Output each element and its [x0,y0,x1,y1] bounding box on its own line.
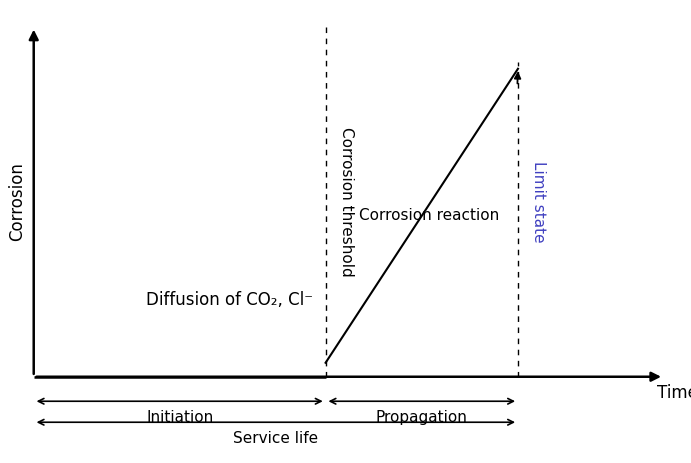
Text: Initiation: Initiation [146,410,214,425]
Text: Service life: Service life [234,431,319,446]
Text: Limit state: Limit state [531,161,547,243]
Text: Corrosion: Corrosion [8,163,26,241]
Text: Corrosion reaction: Corrosion reaction [359,208,499,223]
Text: Diffusion of CO₂, Cl⁻: Diffusion of CO₂, Cl⁻ [146,291,314,309]
Text: Corrosion threshold: Corrosion threshold [339,127,354,276]
Text: Time: Time [656,384,691,402]
Text: Propagation: Propagation [376,410,468,425]
